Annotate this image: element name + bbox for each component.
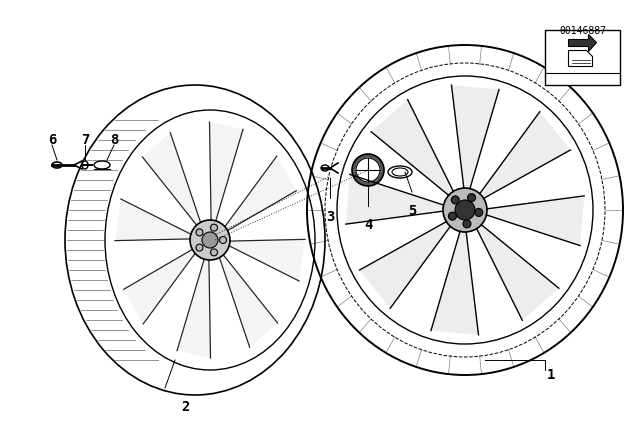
Text: 7: 7: [81, 133, 89, 147]
Ellipse shape: [211, 224, 218, 231]
Ellipse shape: [468, 194, 476, 202]
Polygon shape: [346, 174, 444, 224]
Polygon shape: [451, 85, 499, 189]
Ellipse shape: [443, 188, 487, 232]
Polygon shape: [486, 196, 584, 246]
Text: 6: 6: [48, 133, 56, 147]
Ellipse shape: [196, 244, 203, 251]
Polygon shape: [220, 255, 278, 347]
Polygon shape: [115, 199, 191, 241]
Ellipse shape: [451, 196, 460, 204]
Text: 1: 1: [547, 368, 556, 382]
Ellipse shape: [190, 220, 230, 260]
Ellipse shape: [202, 232, 218, 248]
Text: 8: 8: [110, 133, 118, 147]
Polygon shape: [431, 232, 479, 335]
Text: 5: 5: [408, 204, 416, 218]
Text: 00146887: 00146887: [559, 26, 606, 36]
Polygon shape: [480, 112, 570, 198]
Ellipse shape: [196, 229, 203, 236]
Polygon shape: [143, 133, 200, 225]
FancyBboxPatch shape: [545, 30, 620, 85]
Ellipse shape: [463, 220, 471, 228]
Polygon shape: [177, 259, 211, 358]
Polygon shape: [371, 99, 453, 195]
Polygon shape: [568, 34, 596, 52]
Ellipse shape: [220, 237, 227, 244]
Ellipse shape: [449, 212, 456, 220]
Text: 4: 4: [364, 218, 372, 232]
Polygon shape: [477, 225, 559, 320]
Polygon shape: [360, 222, 451, 308]
Polygon shape: [229, 239, 305, 281]
Ellipse shape: [455, 200, 475, 220]
Polygon shape: [209, 122, 243, 221]
Polygon shape: [568, 51, 593, 66]
Text: 2: 2: [181, 400, 189, 414]
Polygon shape: [225, 156, 296, 231]
Ellipse shape: [352, 154, 384, 186]
Ellipse shape: [356, 158, 380, 182]
Polygon shape: [124, 250, 195, 324]
Ellipse shape: [211, 249, 218, 256]
Text: 3: 3: [326, 210, 334, 224]
Ellipse shape: [475, 208, 483, 216]
